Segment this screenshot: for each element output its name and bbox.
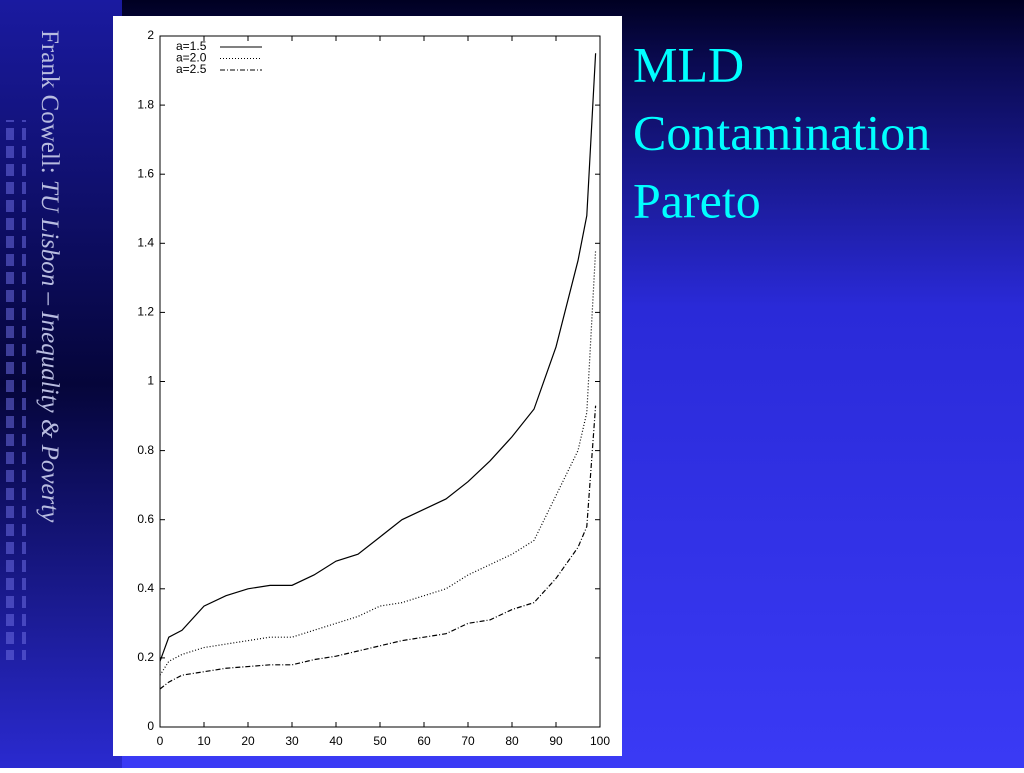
series-line [159,53,597,662]
x-tick-label: 30 [285,734,299,748]
x-tick-label: 100 [590,734,610,748]
sidebar-pattern [6,120,26,660]
y-tick-label: 1 [147,374,154,388]
y-tick-label: 0 [147,719,154,733]
y-tick-label: 0.8 [137,443,154,457]
series-line [159,405,597,690]
sidebar-author: Frank Cowell: [36,30,63,180]
x-tick-label: 0 [157,734,164,748]
x-tick-label: 50 [373,734,387,748]
sidebar-text: Frank Cowell: TU Lisbon – Inequality & P… [36,30,63,523]
y-tick-label: 0.4 [137,581,154,595]
y-tick-label: 1.6 [137,166,154,180]
series-line [159,250,597,676]
y-tick-label: 2 [147,28,154,42]
legend-label: a=2.5 [176,62,207,76]
y-tick-label: 1.2 [137,305,154,319]
slide-title: MLD [633,36,744,92]
x-tick-label: 70 [461,734,475,748]
legend-label: a=1.5 [176,39,207,53]
x-tick-label: 10 [197,734,211,748]
y-tick-label: 1.4 [137,235,154,249]
y-tick-label: 0.6 [137,512,154,526]
chart-panel [113,16,622,756]
slide-title: Pareto [633,172,761,228]
x-tick-label: 40 [329,734,343,748]
x-tick-label: 90 [549,734,563,748]
y-tick-label: 1.8 [137,97,154,111]
y-tick-label: 0.2 [137,650,154,664]
legend-label: a=2.0 [176,51,207,65]
x-tick-label: 20 [241,734,255,748]
x-tick-label: 80 [505,734,519,748]
x-tick-label: 60 [417,734,431,748]
sidebar-course: TU Lisbon – Inequality & Poverty [36,180,63,523]
slide-title: Contamination [633,104,930,160]
